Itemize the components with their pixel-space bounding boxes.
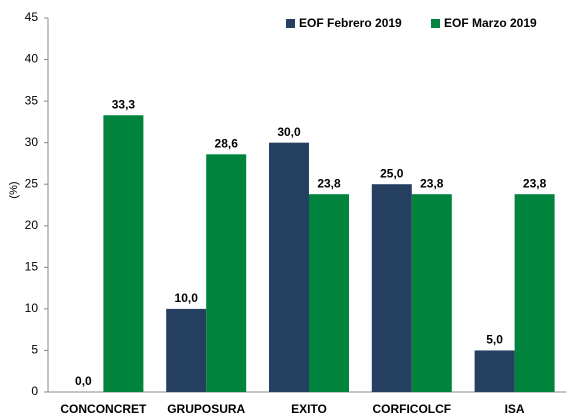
legend-label: EOF Marzo 2019 bbox=[444, 16, 537, 30]
y-tick-label: 35 bbox=[25, 93, 39, 107]
value-label: 23,8 bbox=[523, 176, 547, 190]
bar bbox=[206, 154, 247, 392]
bar bbox=[474, 350, 515, 392]
bar bbox=[166, 308, 207, 392]
value-label: 10,0 bbox=[175, 291, 199, 305]
value-label: 23,8 bbox=[317, 176, 341, 190]
value-label: 28,6 bbox=[215, 136, 239, 150]
y-tick-label: 10 bbox=[25, 301, 39, 315]
x-tick-label: GRUPOSURA bbox=[167, 402, 245, 416]
y-tick-label: 40 bbox=[25, 52, 39, 66]
value-label: 33,3 bbox=[112, 97, 136, 111]
y-axis-label: (%) bbox=[8, 181, 20, 198]
x-tick-label: CONCONCRET bbox=[60, 402, 147, 416]
x-tick-label: EXITO bbox=[291, 402, 327, 416]
legend-label: EOF Febrero 2019 bbox=[299, 16, 402, 30]
value-label: 25,0 bbox=[380, 166, 404, 180]
y-tick-label: 5 bbox=[31, 343, 38, 357]
value-label: 23,8 bbox=[420, 176, 444, 190]
bar bbox=[371, 184, 412, 392]
legend-swatch bbox=[431, 19, 440, 28]
y-tick-label: 25 bbox=[25, 176, 39, 190]
bar bbox=[309, 194, 349, 392]
value-label: 30,0 bbox=[277, 125, 301, 139]
bar bbox=[514, 194, 555, 392]
y-tick-label: 30 bbox=[25, 135, 39, 149]
x-tick-label: ISA bbox=[505, 402, 525, 416]
x-tick-label: CORFICOLCF bbox=[372, 402, 451, 416]
y-tick-label: 20 bbox=[25, 218, 39, 232]
bar bbox=[269, 142, 309, 392]
value-label: 5,0 bbox=[486, 333, 503, 347]
bar bbox=[411, 194, 452, 392]
y-tick-label: 0 bbox=[31, 384, 38, 398]
y-tick-label: 15 bbox=[25, 260, 39, 274]
bar bbox=[103, 115, 144, 393]
legend-swatch bbox=[286, 19, 295, 28]
y-tick-label: 45 bbox=[25, 10, 39, 24]
value-label: 0,0 bbox=[75, 374, 92, 388]
